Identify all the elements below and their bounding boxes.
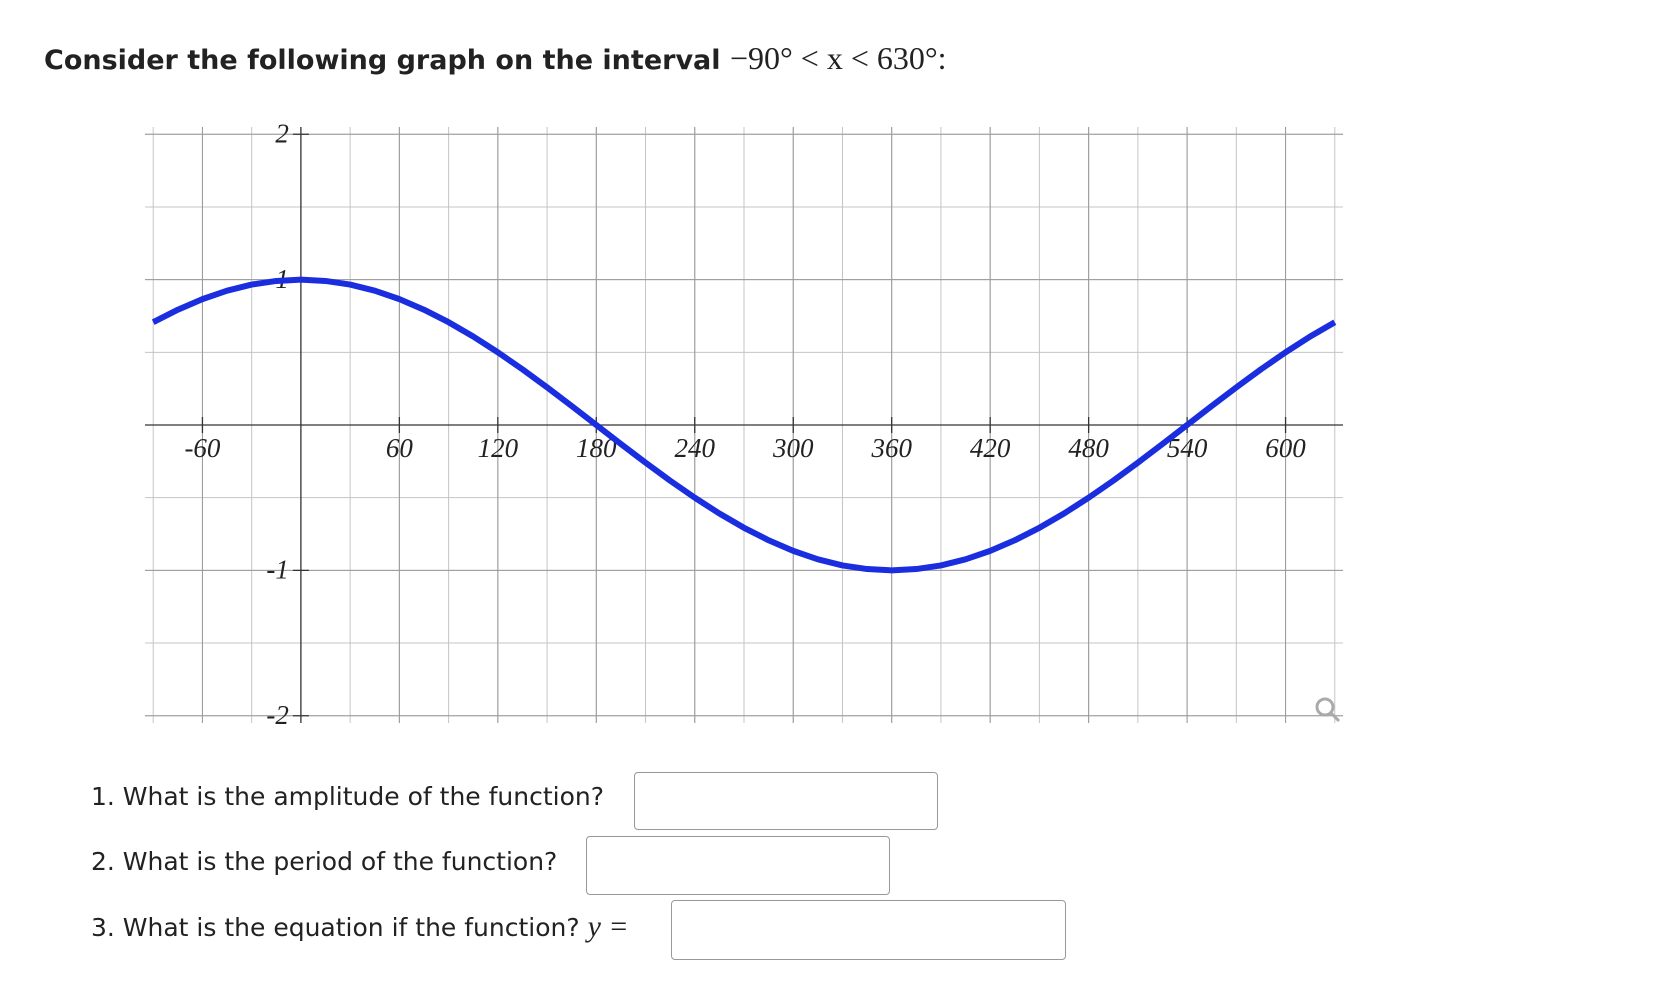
x-tick-label: 60: [386, 433, 414, 463]
x-tick-label: 120: [478, 433, 519, 463]
x-tick-label: -60: [184, 433, 220, 463]
curve: [151, 276, 1337, 574]
question-text: 3. What is the equation if the function?: [91, 913, 580, 942]
y-tick-label: -2: [266, 700, 289, 730]
answer-input[interactable]: [634, 772, 938, 830]
y-tick-label: -1: [266, 555, 289, 585]
y-tick-label: 2: [275, 118, 289, 148]
answer-input[interactable]: [586, 836, 890, 895]
header-text: Consider the following graph on the inte…: [44, 45, 721, 76]
x-tick-label: 480: [1068, 433, 1109, 463]
x-tick-label: 240: [675, 433, 716, 463]
question: 2. What is the period of the function?: [91, 847, 558, 876]
question: 1. What is the amplitude of the function…: [91, 782, 605, 811]
x-tick-label: 300: [772, 433, 814, 463]
x-tick-label: 420: [970, 433, 1011, 463]
question: 3. What is the equation if the function?…: [91, 910, 629, 944]
question-math: y =: [587, 910, 629, 943]
answer-input[interactable]: [671, 900, 1066, 960]
x-tick-label: 600: [1265, 433, 1306, 463]
zoom-icon[interactable]: [1315, 697, 1341, 723]
header-math: −90° < x < 630°:: [729, 40, 947, 76]
x-tick-label: 360: [870, 433, 912, 463]
header: Consider the following graph on the inte…: [44, 40, 947, 77]
